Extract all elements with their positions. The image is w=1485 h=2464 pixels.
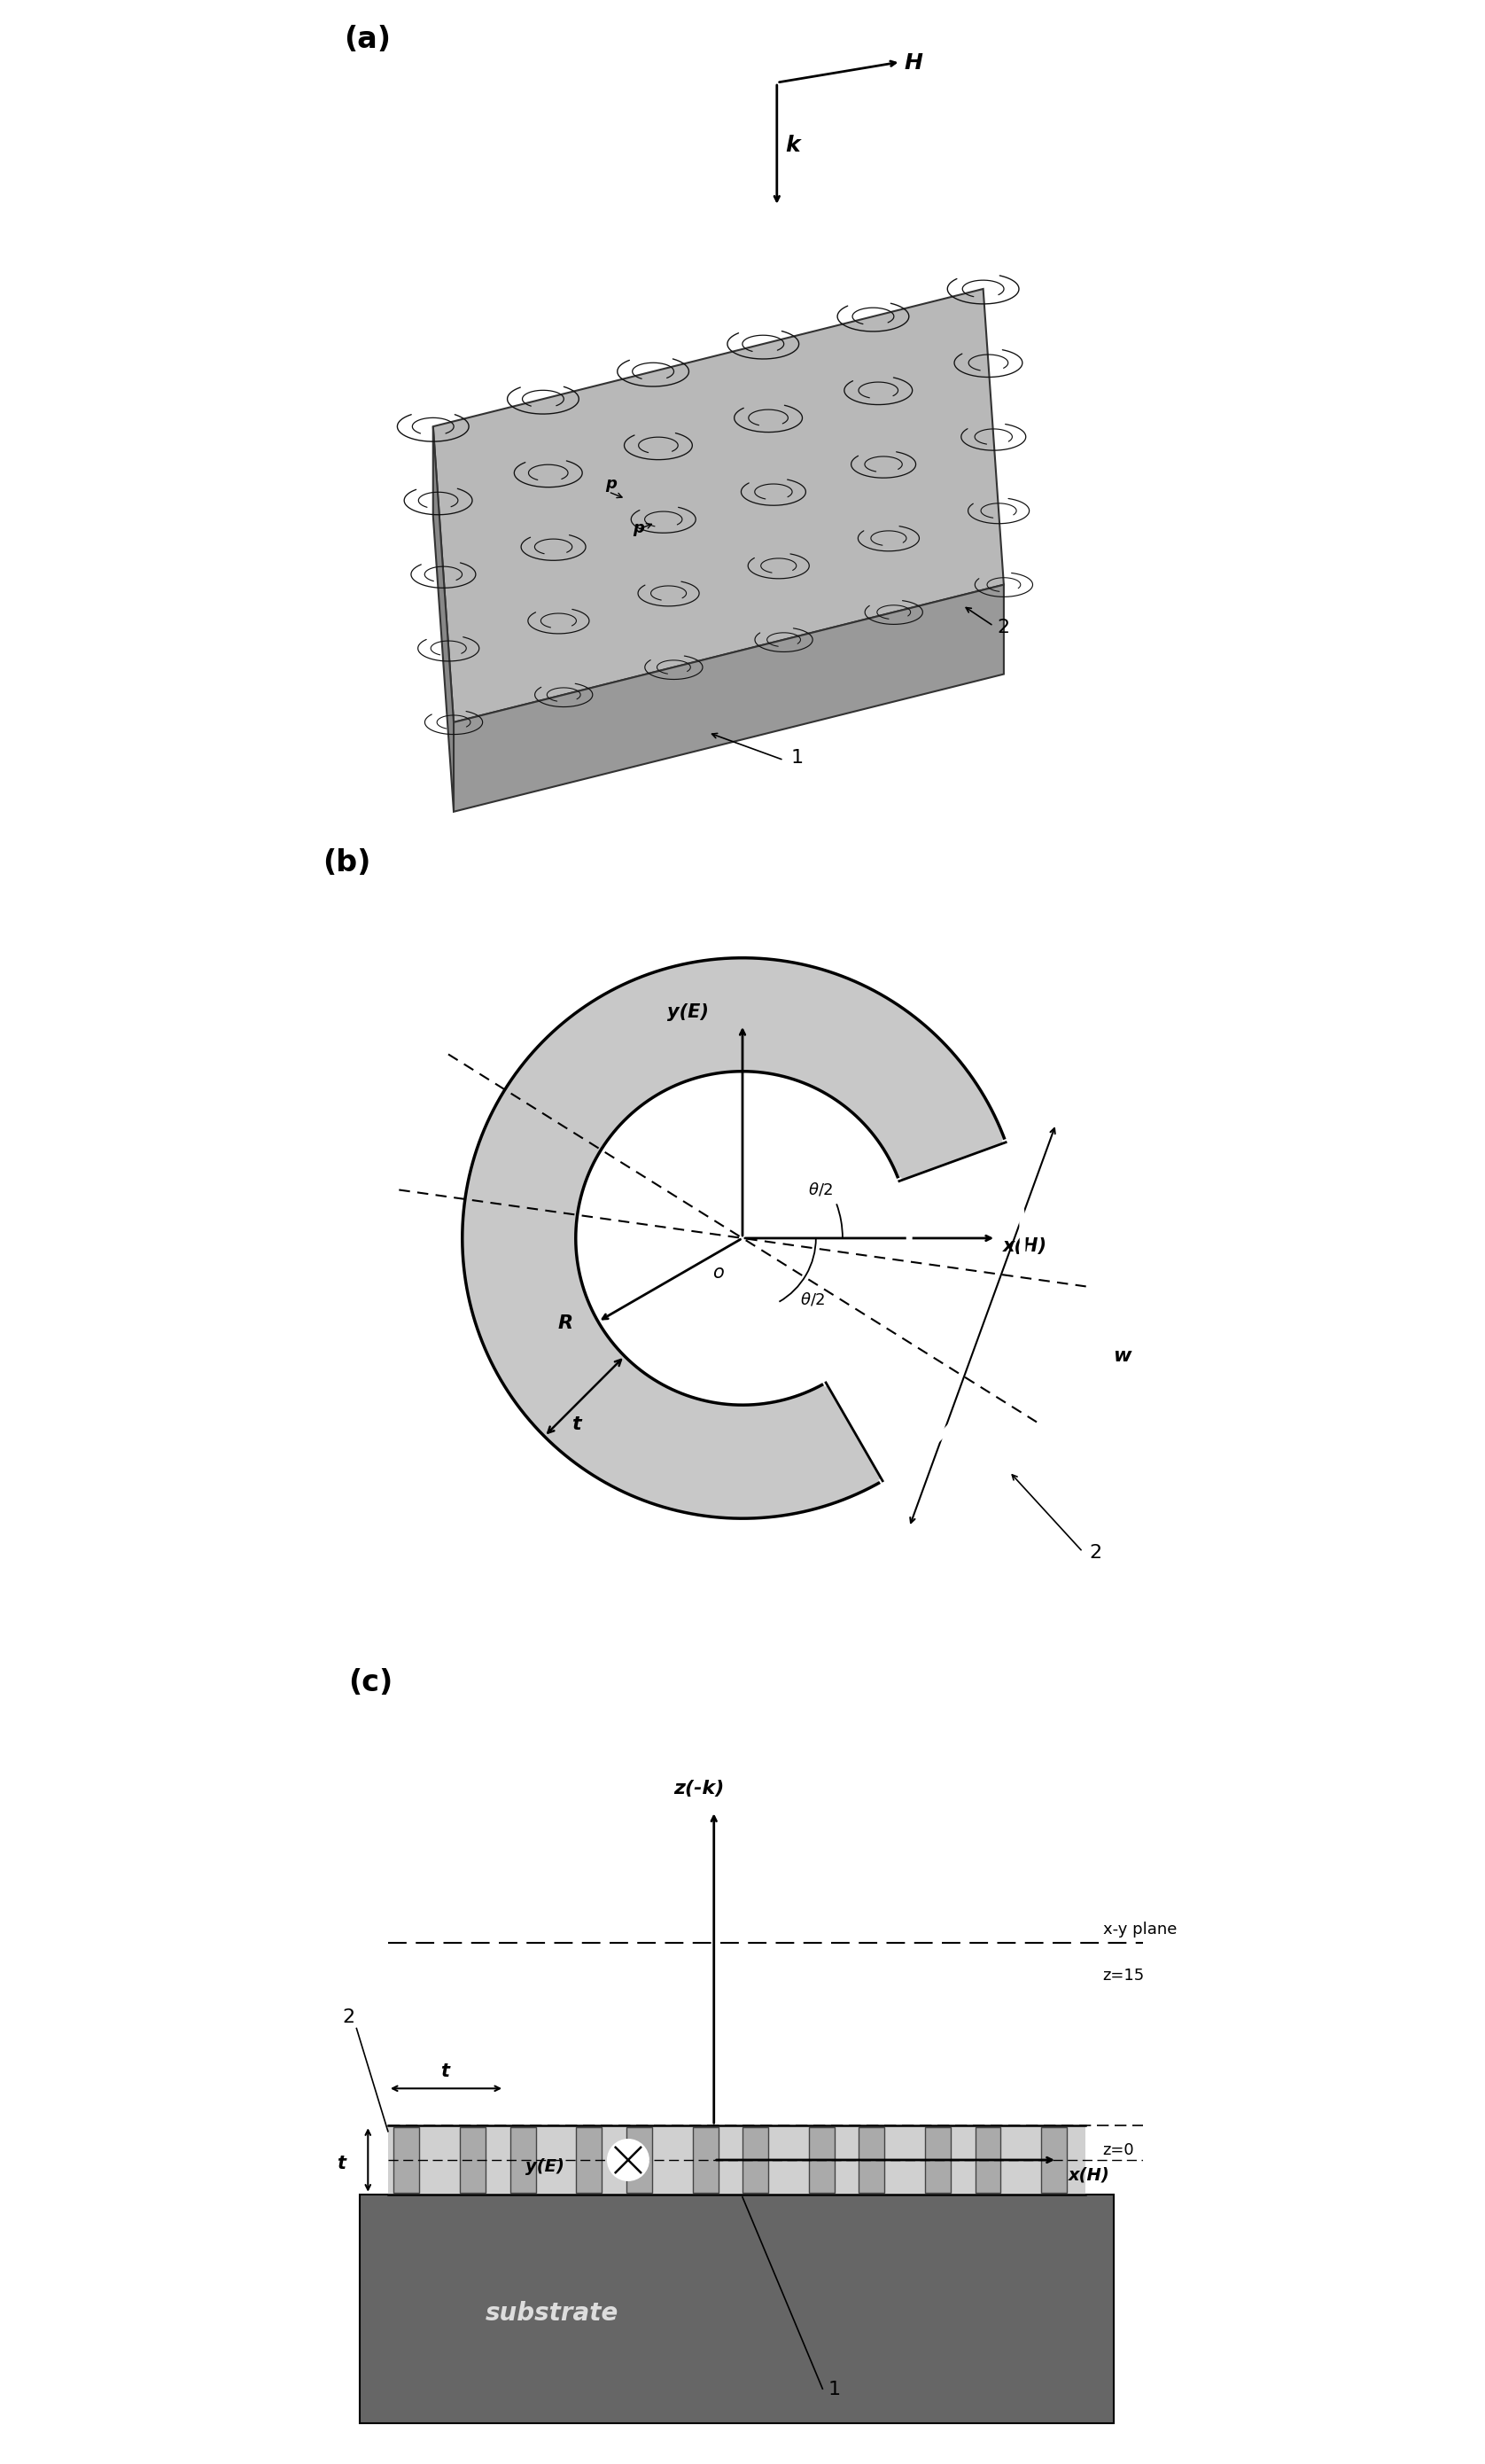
Polygon shape	[1041, 2126, 1068, 2193]
Text: y(E): y(E)	[526, 2158, 564, 2176]
Circle shape	[609, 2139, 647, 2181]
Text: t: t	[572, 1414, 581, 1434]
Polygon shape	[394, 2126, 419, 2193]
Text: 1: 1	[790, 749, 803, 766]
Polygon shape	[925, 2126, 950, 2193]
Polygon shape	[359, 2195, 1114, 2422]
Text: x(H): x(H)	[1002, 1237, 1047, 1254]
Text: k: k	[786, 136, 800, 155]
Text: t: t	[441, 2062, 450, 2080]
Text: H: H	[904, 52, 922, 74]
Text: w: w	[1114, 1348, 1132, 1365]
Wedge shape	[823, 1141, 1029, 1486]
Text: y(E): y(E)	[668, 1003, 710, 1023]
Text: (c): (c)	[347, 1668, 392, 1698]
Text: p: p	[633, 520, 644, 537]
Text: z=0: z=0	[1103, 2141, 1135, 2158]
Circle shape	[462, 958, 1023, 1518]
Text: z(-k): z(-k)	[674, 1779, 725, 1796]
Text: 2: 2	[1090, 1545, 1102, 1562]
Polygon shape	[627, 2126, 652, 2193]
Polygon shape	[509, 2126, 536, 2193]
Text: 2: 2	[996, 618, 1010, 636]
Text: x(H): x(H)	[1068, 2166, 1109, 2183]
Text: substrate: substrate	[486, 2301, 618, 2326]
Text: (a): (a)	[343, 25, 391, 54]
Polygon shape	[434, 426, 454, 811]
Text: t: t	[337, 2154, 346, 2173]
Text: z=15: z=15	[1103, 1966, 1145, 1984]
Polygon shape	[809, 2126, 835, 2193]
Polygon shape	[388, 2126, 1086, 2195]
Text: p: p	[604, 476, 616, 493]
Polygon shape	[576, 2126, 601, 2193]
Polygon shape	[460, 2126, 486, 2193]
Text: 2: 2	[342, 2008, 355, 2025]
Text: R: R	[558, 1313, 573, 1333]
Polygon shape	[434, 288, 1004, 722]
Text: $\theta$/2: $\theta$/2	[808, 1180, 833, 1198]
Polygon shape	[742, 2126, 768, 2193]
Text: 1: 1	[829, 2380, 841, 2397]
Polygon shape	[976, 2126, 1001, 2193]
Text: o: o	[713, 1264, 723, 1281]
Circle shape	[576, 1072, 909, 1404]
Text: $\theta$/2: $\theta$/2	[800, 1291, 824, 1308]
Polygon shape	[858, 2126, 885, 2193]
Polygon shape	[692, 2126, 719, 2193]
Text: (b): (b)	[322, 848, 370, 877]
Text: x-y plane: x-y plane	[1103, 1922, 1176, 1937]
Polygon shape	[454, 584, 1004, 811]
